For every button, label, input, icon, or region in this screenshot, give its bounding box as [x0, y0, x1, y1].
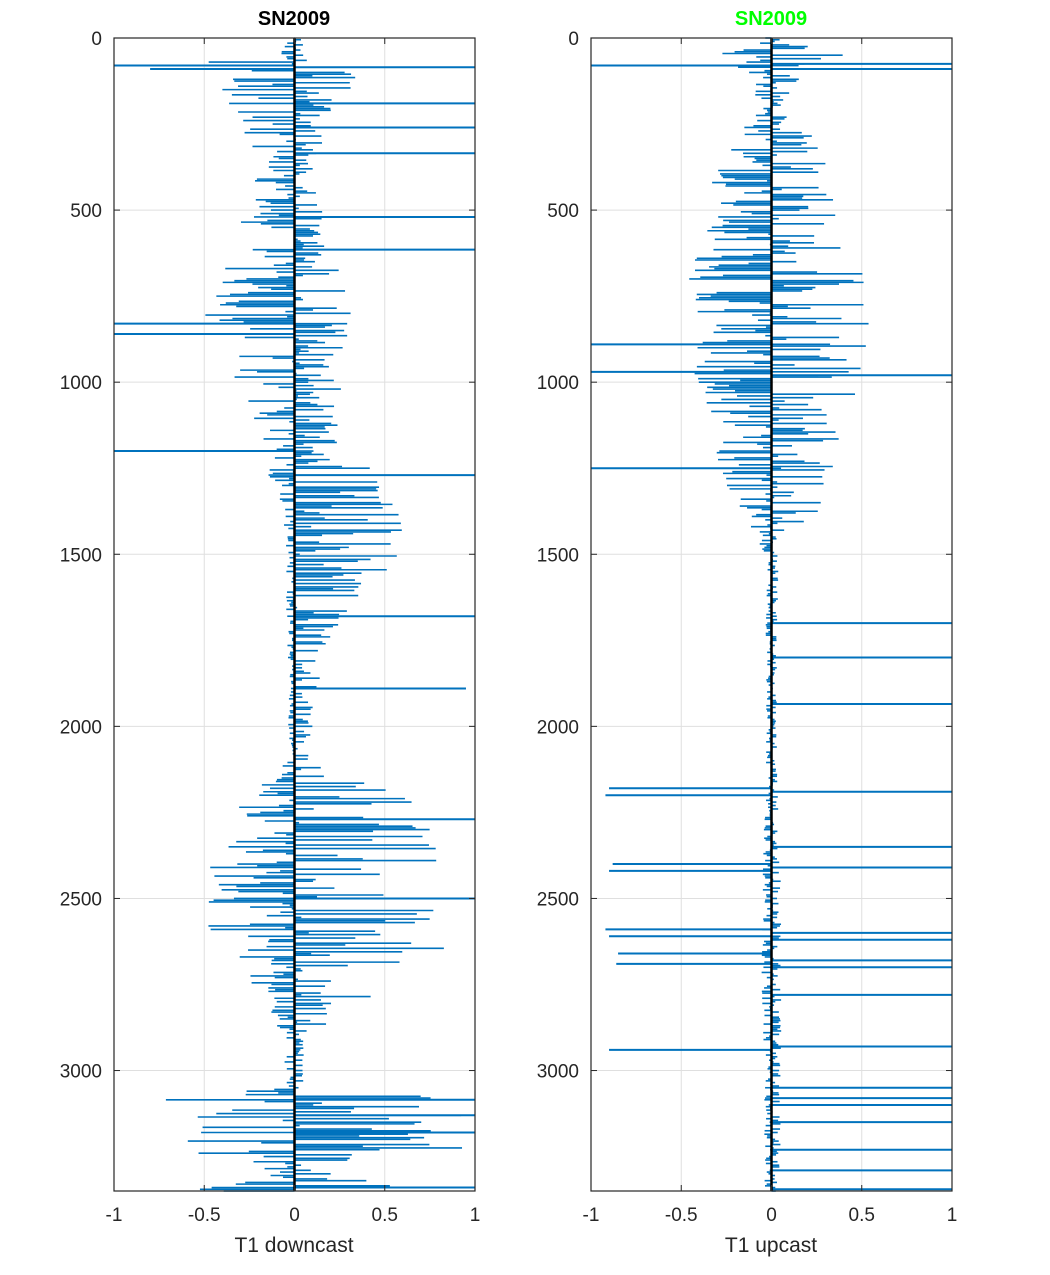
x-tick-label: -1: [583, 1205, 600, 1226]
y-tick-label: 0: [568, 29, 579, 50]
x-tick-label: 0.5: [372, 1205, 398, 1226]
data-series: [114, 37, 475, 1192]
y-tick-label: 500: [70, 201, 102, 222]
upcast-panel: SN2009 T1 upcast -1 -0.5 0 0.5 1 0 500 1000 1500…: [537, 8, 958, 1257]
y-tick-label: 3000: [537, 1062, 579, 1083]
downcast-panel: SN2009 T1 downcast -1 -0.5 0 0.5 1 0 500 1000 15…: [60, 8, 481, 1257]
y-tick-label: 2500: [60, 889, 102, 910]
x-tick-label: 0: [766, 1205, 777, 1226]
y-tick-label: 0: [91, 29, 102, 50]
y-tick-label: 1500: [537, 545, 579, 566]
y-tick-label: 1000: [537, 373, 579, 394]
x-tick-label: 1: [947, 1205, 958, 1226]
y-tick-label: 1000: [60, 373, 102, 394]
x-tick-label: 0: [289, 1205, 300, 1226]
y-tick-label: 1500: [60, 545, 102, 566]
upcast-title: SN2009: [735, 8, 807, 30]
y-tick-label: 2500: [537, 889, 579, 910]
y-tick-label: 3000: [60, 1062, 102, 1083]
downcast-xlabel: T1 downcast: [234, 1234, 353, 1257]
x-tick-label: -1: [106, 1205, 123, 1226]
upcast-xlabel: T1 upcast: [725, 1234, 817, 1257]
y-tick-label: 500: [547, 201, 579, 222]
x-tick-label: 0.5: [849, 1205, 875, 1226]
x-tick-label: -0.5: [188, 1205, 221, 1226]
y-tick-label: 2000: [537, 717, 579, 738]
y-tick-label: 2000: [60, 717, 102, 738]
downcast-title: SN2009: [258, 8, 330, 30]
x-tick-label: -0.5: [665, 1205, 698, 1226]
x-tick-label: 1: [470, 1205, 481, 1226]
